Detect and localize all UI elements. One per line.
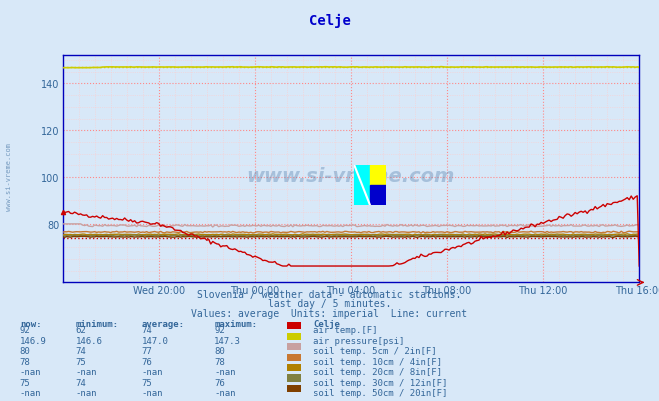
Text: -nan: -nan	[76, 388, 98, 397]
Text: -nan: -nan	[20, 388, 42, 397]
Text: soil temp. 20cm / 8in[F]: soil temp. 20cm / 8in[F]	[313, 367, 442, 376]
Text: -nan: -nan	[142, 367, 163, 376]
Text: 74: 74	[76, 346, 86, 355]
Text: 146.6: 146.6	[76, 336, 103, 345]
Bar	[370, 186, 386, 206]
Text: -nan: -nan	[142, 388, 163, 397]
Text: 76: 76	[214, 378, 225, 387]
Text: www.si-vreme.com: www.si-vreme.com	[5, 142, 12, 211]
Text: 74: 74	[76, 378, 86, 387]
Text: -nan: -nan	[76, 367, 98, 376]
Text: 80: 80	[214, 346, 225, 355]
Bar	[370, 166, 386, 186]
Text: Slovenia / weather data - automatic stations.: Slovenia / weather data - automatic stat…	[197, 290, 462, 300]
Text: 78: 78	[214, 357, 225, 366]
Text: soil temp. 30cm / 12in[F]: soil temp. 30cm / 12in[F]	[313, 378, 447, 387]
Text: air pressure[psi]: air pressure[psi]	[313, 336, 405, 345]
Text: 78: 78	[20, 357, 30, 366]
Text: 147.0: 147.0	[142, 336, 169, 345]
Text: soil temp. 5cm / 2in[F]: soil temp. 5cm / 2in[F]	[313, 346, 437, 355]
Text: -nan: -nan	[20, 367, 42, 376]
Text: 74: 74	[142, 326, 152, 334]
Text: 77: 77	[142, 346, 152, 355]
Text: Celje: Celje	[313, 319, 340, 328]
Text: 62: 62	[76, 326, 86, 334]
Text: www.si-vreme.com: www.si-vreme.com	[246, 167, 455, 186]
Text: soil temp. 10cm / 4in[F]: soil temp. 10cm / 4in[F]	[313, 357, 442, 366]
Text: minimum:: minimum:	[76, 319, 119, 328]
Text: 75: 75	[142, 378, 152, 387]
Text: 75: 75	[20, 378, 30, 387]
Text: 80: 80	[20, 346, 30, 355]
Text: soil temp. 50cm / 20in[F]: soil temp. 50cm / 20in[F]	[313, 388, 447, 397]
Text: air temp.[F]: air temp.[F]	[313, 326, 378, 334]
Text: 92: 92	[214, 326, 225, 334]
Text: 147.3: 147.3	[214, 336, 241, 345]
Bar	[355, 166, 370, 206]
Text: 76: 76	[142, 357, 152, 366]
Text: 92: 92	[20, 326, 30, 334]
Text: 146.9: 146.9	[20, 336, 47, 345]
Text: 75: 75	[76, 357, 86, 366]
Text: now:: now:	[20, 319, 42, 328]
Text: average:: average:	[142, 319, 185, 328]
Text: -nan: -nan	[214, 367, 236, 376]
Text: -nan: -nan	[214, 388, 236, 397]
Text: maximum:: maximum:	[214, 319, 257, 328]
Text: Values: average  Units: imperial  Line: current: Values: average Units: imperial Line: cu…	[191, 308, 468, 318]
Text: Celje: Celje	[308, 14, 351, 28]
Text: last day / 5 minutes.: last day / 5 minutes.	[268, 299, 391, 309]
